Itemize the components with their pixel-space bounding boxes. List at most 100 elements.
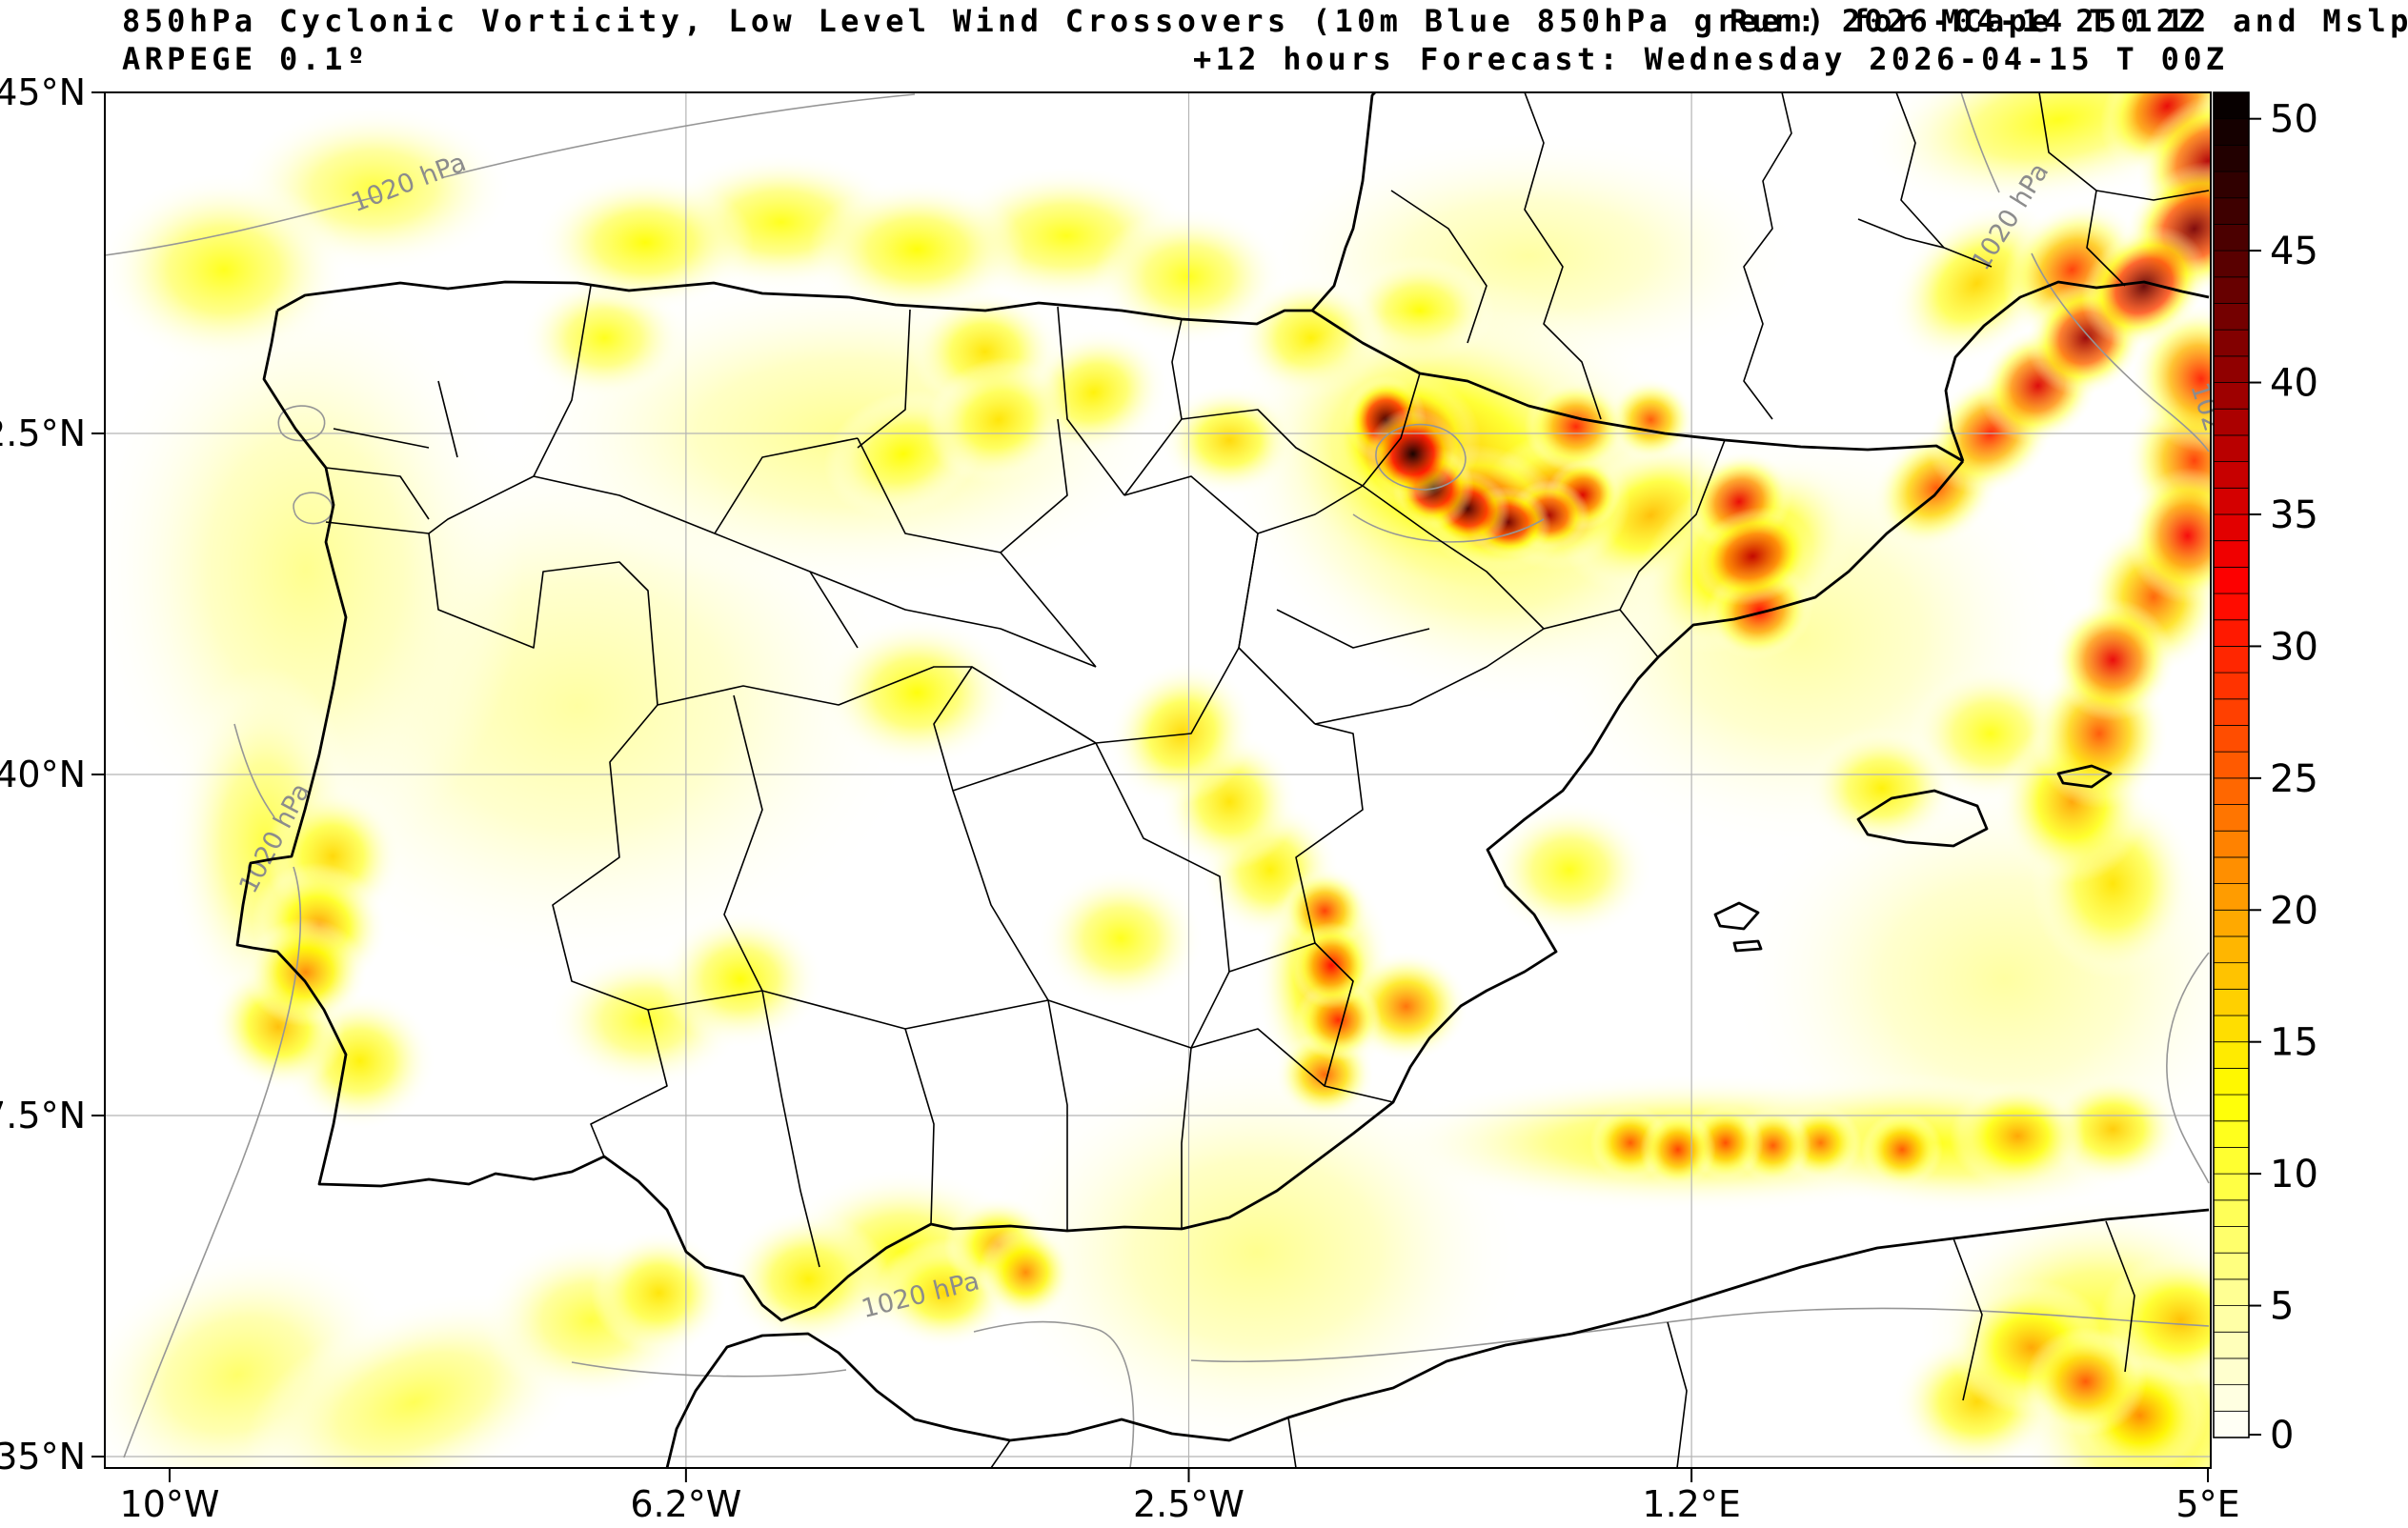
coastline-layer [235,92,2210,1468]
model-info: ARPEGE 0.1º [122,41,370,77]
colorbar-cell [2213,1067,2250,1096]
colorbar-tick-label: 20 [2270,889,2318,933]
x-tick-label: 6.2°W [630,1483,741,1525]
isobar-contour [571,1361,847,1377]
colorbar-cell [2213,1041,2250,1069]
colorbar-cell [2213,408,2250,436]
colorbar-cell [2213,382,2250,410]
vorticity-blob [1607,378,1694,461]
y-tick-label: 40°N [0,754,86,795]
y-tick-label: 42.5°N [0,412,86,454]
vorticity-blob [1039,870,1203,1007]
colorbar-cell [2213,1384,2250,1412]
vorticity-blob [2024,1326,2147,1437]
colorbar-cell [2213,1305,2250,1333]
colorbar-cell [2213,1357,2250,1386]
colorbar-tick-label: 15 [2270,1021,2318,1065]
vorticity-blob [821,617,1013,768]
colorbar-cell [2213,1173,2250,1201]
colorbar-cell [2213,935,2250,964]
colorbar: 0 5 10 15 20 25 30 35 40 45 50 [2213,91,2318,1458]
vorticity-blob [105,173,347,366]
colorbar-cell [2213,1252,2250,1280]
colorbar-cell [2213,1331,2250,1359]
vorticity-blob [1639,1111,1716,1188]
colorbar-tick-label: 35 [2270,493,2318,537]
colorbar-tick-label: 45 [2270,230,2318,273]
vorticity-blob [2126,467,2211,604]
vorticity-blob [1524,380,1629,473]
isobar-contour [1375,423,1467,491]
colorbar-cell [2213,118,2250,146]
isobar-contour [443,93,916,178]
x-tick-label: 5°E [2175,1483,2239,1525]
colorbar-cell [2213,830,2250,858]
mslp-contours-layer [105,92,2210,1468]
colorbar-cell [2213,909,2250,937]
vorticity-blob [1109,662,1255,805]
colorbar-cell [2213,224,2250,251]
colorbar-cell [2213,1278,2250,1306]
colorbar-cell [2213,566,2250,594]
colorbar-cell [2213,1226,2250,1254]
forecast-info: Forecast: Wednesday 2026-04-15 T 00Z [1420,41,2229,77]
colorbar-cell [2213,1410,2250,1438]
vorticity-blob [1692,506,1812,606]
isobar-contour [1960,92,2000,193]
vorticity-blob [808,181,1026,318]
colorbar-cell [2213,144,2250,172]
colorbar-cell [2213,461,2250,489]
isobar-contour [233,723,275,818]
vorticity-blob [924,356,1072,483]
colorbar-cell [2213,751,2250,779]
colorbar-cell [2213,91,2250,120]
vorticity-blob [244,917,367,1027]
colorbar-cell [2213,1094,2250,1122]
y-tick-label: 35°N [0,1436,86,1478]
x-tick-label: 1.2°E [1642,1483,1740,1525]
colorbar-cell [2213,804,2250,832]
colorbar-cell [2213,171,2250,199]
colorbar-tick-label: 0 [2270,1414,2294,1458]
vorticity-blob [1366,407,1460,501]
isobar-contour [2166,952,2210,1184]
isobar-contour [973,1320,1135,1468]
isobar-contour [1190,1307,2210,1363]
colorbar-cell [2213,672,2250,700]
isobar-contour [277,405,326,442]
lead-time: +12 hours [1193,41,1396,77]
colorbar-cell [2213,1199,2250,1227]
isobar-contour [123,866,302,1458]
vorticity-blob [2051,598,2175,722]
vorticity-blob [658,911,822,1048]
colorbar-cell [2213,250,2250,278]
isobar-contour [105,195,380,256]
colorbar-cell [2213,646,2250,674]
colorbar-cell [2213,1015,2250,1043]
colorbar-cell [2213,1120,2250,1148]
colorbar-cell [2213,434,2250,463]
menorca-island [2056,764,2113,789]
africa-coastline [665,1208,2210,1468]
vorticity-blob [978,1224,1074,1320]
colorbar-cell [2213,619,2250,647]
colorbar-cell [2213,540,2250,568]
france-atlantic-coast [1310,92,1376,312]
colorbar-cell [2213,988,2250,1016]
vorticity-blob [1950,1081,2086,1191]
x-tick-label: 2.5°W [1133,1483,1244,1525]
colorbar-cell [2213,698,2250,726]
colorbar-cell [2213,355,2250,383]
vorticity-blob [2132,304,2211,453]
colorbar-tick-label: 5 [2270,1285,2294,1329]
axis-tick-labels: 10°W 6.2°W 2.5°W 1.2°E 5°E 45°N 42.5°N 40°N 37.5… [0,71,2240,1525]
vorticity-blob [2081,225,2207,347]
colorbar-tick-label: 40 [2270,362,2318,406]
vorticity-blob [1807,726,1957,850]
vorticity-blob [726,1211,890,1348]
vorticity-blob [1290,921,1373,1010]
chart-title: 850hPa Cyclonic Vorticity, Low Level Win… [122,3,2408,39]
vorticity-blob [1861,1111,1943,1188]
